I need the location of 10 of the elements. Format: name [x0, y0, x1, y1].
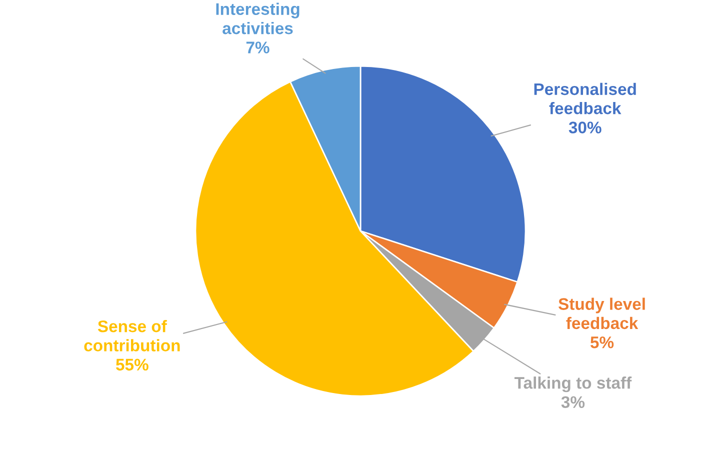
slice-label: Personalised feedback [534, 82, 636, 114]
slice-label: Talking to staff [514, 376, 632, 392]
data-label: 30% [568, 122, 602, 134]
slice-label: Study level feedback [558, 298, 645, 330]
data-label: 5% [590, 336, 614, 348]
slice-label: Sense of contribution [84, 320, 180, 352]
data-label: 7% [246, 42, 270, 54]
slice-label: Interesting activities [216, 2, 300, 34]
data-label: 3% [561, 396, 585, 408]
data-label: 55% [116, 358, 148, 371]
